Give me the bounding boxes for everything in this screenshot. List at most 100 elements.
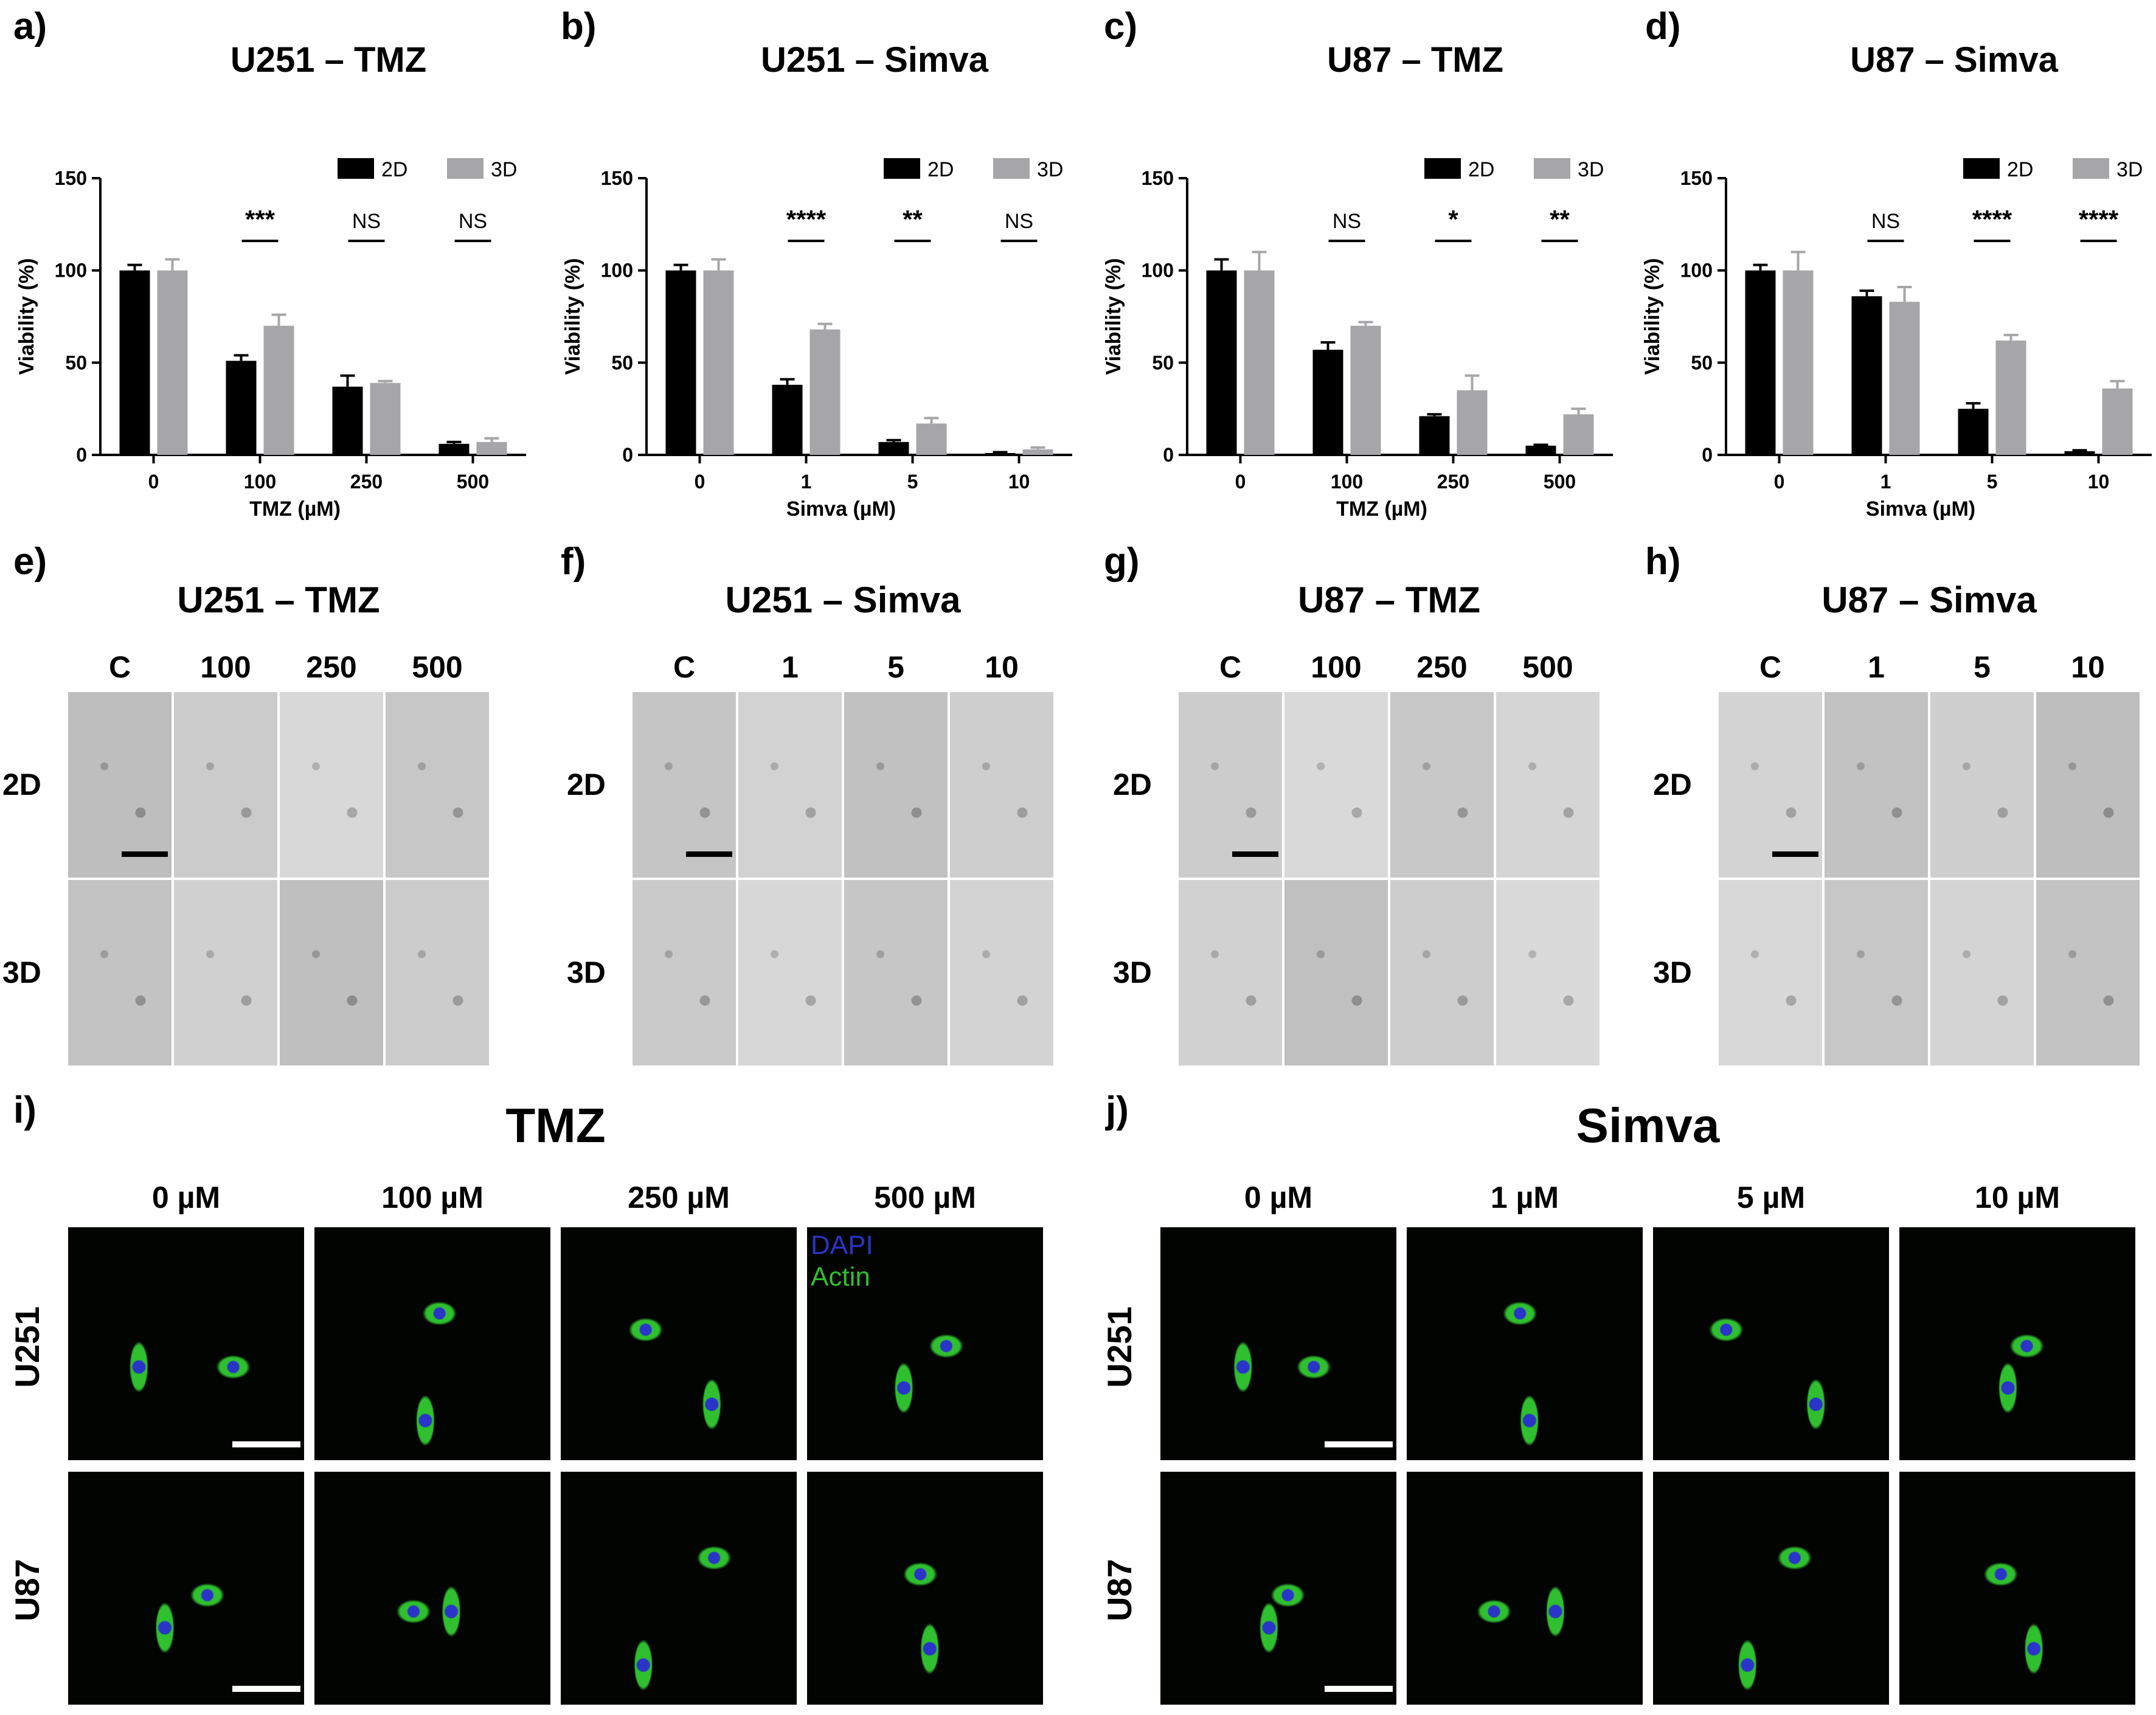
- micrograph-image: [280, 692, 383, 878]
- fluorescence-title: Simva: [1576, 1098, 1720, 1152]
- micrograph-row-header: 2D: [1653, 767, 1692, 802]
- fluorescence-col-header: 500 µM: [874, 1180, 976, 1214]
- scale-bar: [122, 851, 168, 857]
- x-tick-label: 250: [350, 471, 383, 493]
- chart-title: U251 – TMZ: [231, 40, 426, 80]
- fluorescence-image: [807, 1472, 1043, 1705]
- fluorescence-row-header: U251: [1100, 1306, 1139, 1388]
- panel-label-j: j): [1106, 1089, 1129, 1131]
- fluorescence-image: [561, 1472, 797, 1705]
- legend-swatch: [1424, 158, 1461, 179]
- stain-legend: DAPI Actin: [811, 1230, 873, 1293]
- micrograph-col-header: C: [1219, 650, 1242, 684]
- y-tick-label: 150: [601, 167, 633, 189]
- micrograph-image: [738, 880, 842, 1065]
- significance-label: ****: [786, 205, 827, 234]
- bar-3d: [157, 270, 188, 455]
- x-tick-label: 0: [148, 471, 159, 493]
- chart-1: U251 – TMZ 0 50 100 150 Viability (%) 0 100 *** 2…: [15, 40, 526, 521]
- legend-swatch: [1963, 158, 2000, 179]
- bar-3d: [1889, 302, 1920, 455]
- bar-2d: [772, 384, 803, 455]
- x-axis-label: TMZ (µM): [249, 497, 341, 521]
- micrograph-title: U87 – TMZ: [1297, 580, 1481, 620]
- micrograph-image: [1390, 692, 1494, 878]
- y-tick-label: 100: [1142, 260, 1174, 282]
- y-axis-label: Viability (%): [561, 258, 584, 375]
- significance-label: ***: [245, 205, 276, 234]
- x-tick-label: 10: [2088, 471, 2110, 493]
- micrograph-image: [950, 880, 1053, 1065]
- y-tick-label: 0: [76, 444, 87, 466]
- fluorescence-image: [1653, 1472, 1889, 1705]
- micrograph-image: [1179, 880, 1282, 1065]
- micrograph-col-header: 500: [1522, 650, 1573, 684]
- micrograph-image: [1390, 880, 1494, 1065]
- scale-bar: [232, 1686, 300, 1692]
- significance-label: NS: [1871, 210, 1900, 233]
- legend-label: 3D: [2116, 158, 2143, 181]
- bar-3d: [263, 325, 294, 455]
- chart-title: U87 – Simva: [1850, 40, 2059, 80]
- panel-label-c: c): [1104, 5, 1138, 47]
- scale-bar: [1232, 851, 1278, 857]
- significance-label: **: [1550, 205, 1570, 234]
- fluorescence-image: [1407, 1227, 1643, 1460]
- micrograph-image: [1930, 880, 2034, 1065]
- bar-2d: [1745, 270, 1776, 455]
- chart-title: U87 – TMZ: [1327, 40, 1503, 80]
- y-tick-label: 150: [1142, 167, 1174, 189]
- chart-3: U87 – TMZ 0 50 100 150 Viability (%) 0 100 NS 250…: [1102, 40, 1613, 521]
- y-tick-label: 50: [65, 352, 87, 373]
- panel-label-h: h): [1645, 541, 1681, 583]
- significance-label: *: [1448, 205, 1458, 234]
- fluorescence-col-header: 0 µM: [1244, 1180, 1313, 1214]
- micrograph-image: [1825, 880, 1928, 1065]
- micrograph-image: [68, 692, 172, 878]
- y-tick-label: 50: [1691, 352, 1713, 373]
- legend-label: 3D: [491, 158, 517, 181]
- micrograph-row-header: 2D: [567, 767, 606, 802]
- fluorescence-col-header: 250 µM: [628, 1180, 730, 1214]
- micrograph-image: [68, 880, 172, 1065]
- micrograph-image: [280, 880, 383, 1065]
- fluorescence-image: [1160, 1227, 1396, 1460]
- micrograph-col-header: C: [673, 650, 696, 684]
- bar-3d: [1244, 270, 1275, 455]
- x-tick-label: 0: [1235, 471, 1246, 493]
- fluorescence-image: [314, 1227, 550, 1460]
- micrograph-image: [1496, 880, 1600, 1065]
- micrograph-image: [174, 692, 277, 878]
- scale-bar: [1325, 1441, 1393, 1447]
- legend-label: 2D: [927, 158, 954, 181]
- legend-swatch: [338, 158, 374, 179]
- bar-2d: [1419, 416, 1450, 455]
- micrograph-image: [633, 880, 736, 1065]
- scale-bar: [686, 851, 732, 857]
- fluorescence-col-header: 10 µM: [1975, 1180, 2060, 1214]
- scale-bar: [1772, 851, 1818, 857]
- bar-3d: [1995, 340, 2026, 455]
- fluorescence-image: [1160, 1472, 1396, 1705]
- legend-swatch: [884, 158, 920, 179]
- micrograph-col-header: C: [1759, 650, 1782, 684]
- bar-3d: [2102, 388, 2133, 455]
- fluorescence-image: [561, 1227, 797, 1460]
- micrograph-image: [950, 692, 1053, 878]
- chart-4: U87 – Simva 0 50 100 150 Viability (%) 0 1 NS 5 **…: [1641, 40, 2152, 521]
- bar-3d: [1457, 390, 1488, 455]
- scale-bar: [1325, 1686, 1393, 1692]
- fluorescence-image: [1899, 1227, 2135, 1460]
- micrograph-image: [2036, 880, 2140, 1065]
- y-tick-label: 100: [1680, 260, 1713, 282]
- legend-label: 2D: [381, 158, 407, 181]
- micrograph-image: [386, 692, 489, 878]
- y-tick-label: 50: [611, 352, 633, 373]
- bar-3d: [1022, 449, 1053, 455]
- micrograph-image: [1496, 692, 1600, 878]
- micrograph-title: U251 – TMZ: [177, 580, 380, 620]
- bar-2d: [332, 386, 363, 455]
- micrograph-image: [1284, 880, 1388, 1065]
- panel-label-i: i): [13, 1089, 36, 1131]
